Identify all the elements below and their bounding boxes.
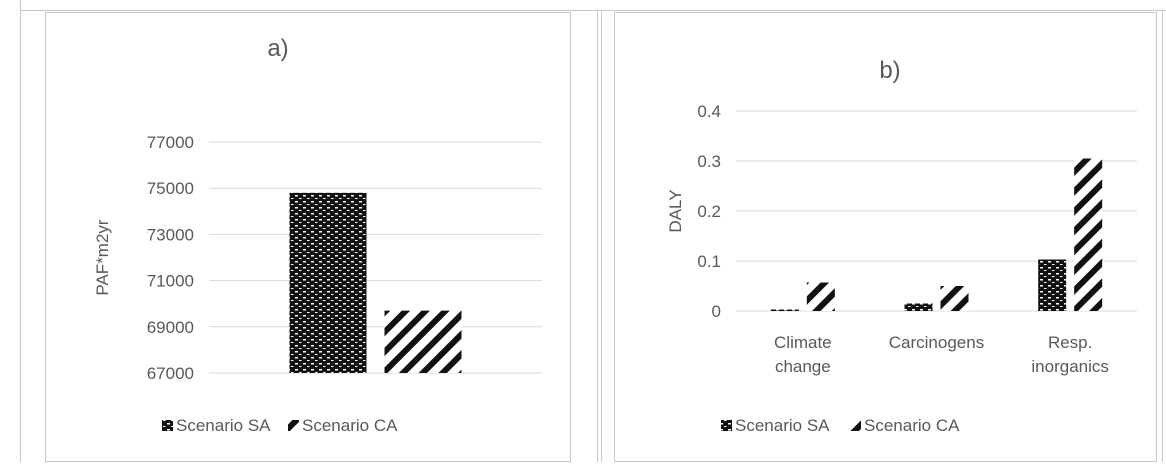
legend-swatch	[162, 420, 173, 431]
y-tick-label: 77000	[147, 133, 194, 152]
frame-line-mid-a	[597, 10, 598, 462]
chart-a: a) 67000 69000 71000 73000 75000 77000 PAF*m2yr…	[93, 35, 542, 435]
y-tick-label: 73000	[147, 225, 194, 244]
x-tick-label: change	[775, 357, 831, 376]
legend-label: Scenario SA	[735, 416, 830, 435]
chart-b: b) 0 0.1 0.2 0.3 0.4 DALY Climate change Carcinog…	[666, 57, 1137, 435]
frame-line-top	[20, 10, 1166, 11]
x-tick-label: inorganics	[1031, 357, 1109, 376]
y-axis-label: PAF*m2yr	[93, 219, 112, 296]
y-tick-label: 0.1	[697, 252, 721, 271]
bar-scenario-ca	[384, 310, 462, 373]
frame-line-right	[1162, 10, 1163, 462]
bar-scenario-ca	[806, 282, 835, 311]
legend-label: Scenario CA	[864, 416, 960, 435]
y-tick-label: 69000	[147, 318, 194, 337]
y-tick-label: 0	[712, 302, 721, 321]
y-tick-label: 67000	[147, 364, 194, 383]
y-tick-label: 0.4	[697, 102, 721, 121]
bar-scenario-sa	[1038, 259, 1067, 311]
bar-scenario-sa	[289, 192, 367, 373]
legend-swatch	[721, 420, 732, 431]
legend-swatch	[288, 420, 299, 431]
legend-swatch	[850, 420, 861, 431]
y-tick-label: 75000	[147, 179, 194, 198]
chart-title: b)	[879, 57, 900, 84]
bar-scenario-ca	[1074, 158, 1103, 311]
x-tick-label: Resp.	[1048, 333, 1092, 352]
y-tick-label: 0.2	[697, 202, 721, 221]
legend-label: Scenario CA	[302, 416, 398, 435]
frame-line-mid-b	[601, 10, 602, 462]
legend-label: Scenario SA	[176, 416, 271, 435]
y-tick-label: 0.3	[697, 152, 721, 171]
x-tick-label: Climate	[774, 333, 832, 352]
bar-scenario-ca	[940, 286, 969, 311]
y-tick-label: 71000	[147, 272, 194, 291]
bar-scenario-sa	[904, 303, 933, 311]
chart-title: a)	[267, 35, 288, 62]
bar-scenario-sa	[770, 309, 799, 311]
chart-a-panel: a) 67000 69000 71000 73000 75000 77000 PAF*m2yr…	[45, 12, 571, 462]
y-axis-label: DALY	[666, 189, 685, 232]
x-tick-label: Carcinogens	[889, 333, 984, 352]
chart-b-panel: b) 0 0.1 0.2 0.3 0.4 DALY Climate change Carcinog…	[614, 12, 1157, 462]
frame-line-left	[20, 0, 21, 462]
